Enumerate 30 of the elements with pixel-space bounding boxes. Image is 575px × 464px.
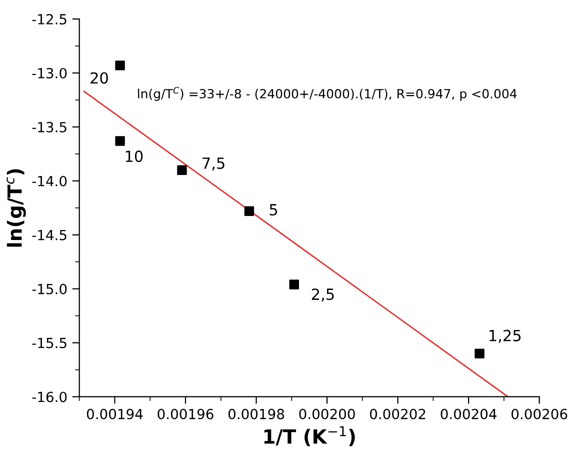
x-tick-label: 0.00204 <box>440 408 497 420</box>
annotation: 7,5 <box>202 158 224 171</box>
annotation: 2,5 <box>312 288 334 302</box>
x-axis-title: 1/T (K$^{−1}$) <box>264 426 355 446</box>
y-tick-label: -12.5 <box>32 14 66 24</box>
y-tick-label: -15.0 <box>32 284 67 294</box>
y-tick-label: -16.0 <box>32 392 67 402</box>
annotation: 20 <box>90 72 108 84</box>
point <box>115 136 125 146</box>
y-tick-label: -15.5 <box>32 338 66 348</box>
annotation: 1,25 <box>490 330 521 343</box>
x-tick-label: 0.00196 <box>158 408 214 420</box>
x-tick-label: 0.00200 <box>299 408 355 420</box>
point <box>474 348 484 358</box>
y-axis-title: ln(g/T$^{c}$) <box>6 169 26 247</box>
y-tick-label: -13.5 <box>32 122 66 132</box>
point <box>177 165 187 175</box>
annotation: 10 <box>126 150 143 162</box>
point <box>115 60 125 70</box>
point <box>289 280 299 290</box>
annotation: ln(g/T$^{C}$) =33+/-8 - (24000+/-4000).(1/T), R=0.947, p <0.004 <box>138 86 517 101</box>
y-tick-label: -14.0 <box>32 176 67 186</box>
x-tick-label: 0.00206 <box>512 408 568 420</box>
x-tick-label: 0.00202 <box>370 408 426 420</box>
x-tick-label: 0.00194 <box>86 408 143 420</box>
y-tick-label: -14.5 <box>32 230 66 240</box>
point <box>244 206 254 216</box>
y-tick-label: -13.0 <box>32 68 67 78</box>
annotation: 5 <box>270 204 278 216</box>
x-tick-label: 0.00198 <box>228 408 284 420</box>
